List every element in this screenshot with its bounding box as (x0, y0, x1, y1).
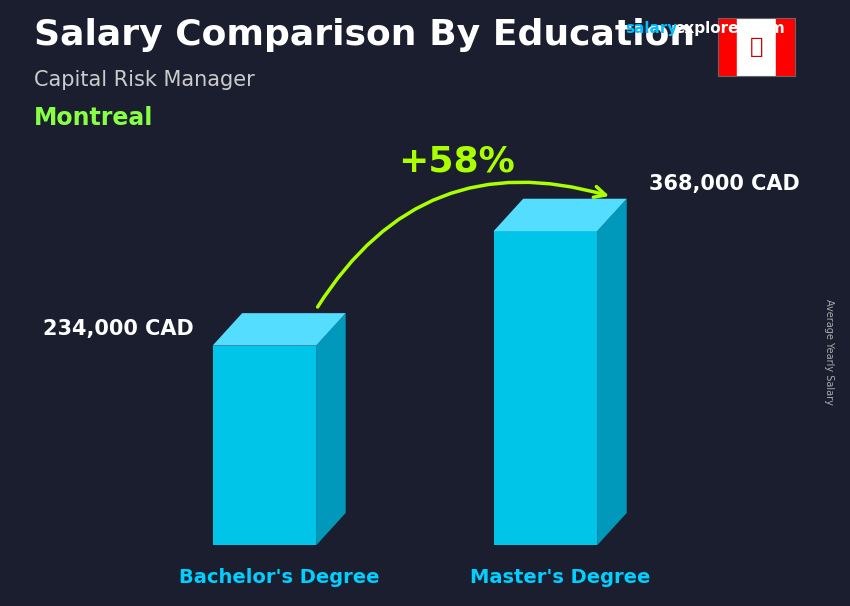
Text: 🍁: 🍁 (750, 37, 763, 57)
Text: salary: salary (625, 21, 677, 36)
Bar (775, 18, 795, 76)
Text: Master's Degree: Master's Degree (470, 568, 650, 587)
Text: Montreal: Montreal (34, 106, 153, 130)
Text: 368,000 CAD: 368,000 CAD (649, 174, 800, 194)
Text: 234,000 CAD: 234,000 CAD (43, 319, 194, 339)
Text: explorer.com: explorer.com (674, 21, 785, 36)
Bar (737, 18, 775, 76)
Polygon shape (316, 313, 346, 545)
Text: +58%: +58% (399, 144, 515, 178)
Text: Capital Risk Manager: Capital Risk Manager (34, 70, 255, 90)
Polygon shape (597, 199, 626, 545)
Polygon shape (212, 313, 346, 345)
Text: Bachelor's Degree: Bachelor's Degree (178, 568, 379, 587)
Polygon shape (212, 345, 316, 545)
Polygon shape (494, 199, 626, 231)
Text: Average Yearly Salary: Average Yearly Salary (824, 299, 834, 404)
Text: Salary Comparison By Education: Salary Comparison By Education (34, 18, 695, 52)
Bar (718, 18, 737, 76)
Polygon shape (494, 231, 597, 545)
